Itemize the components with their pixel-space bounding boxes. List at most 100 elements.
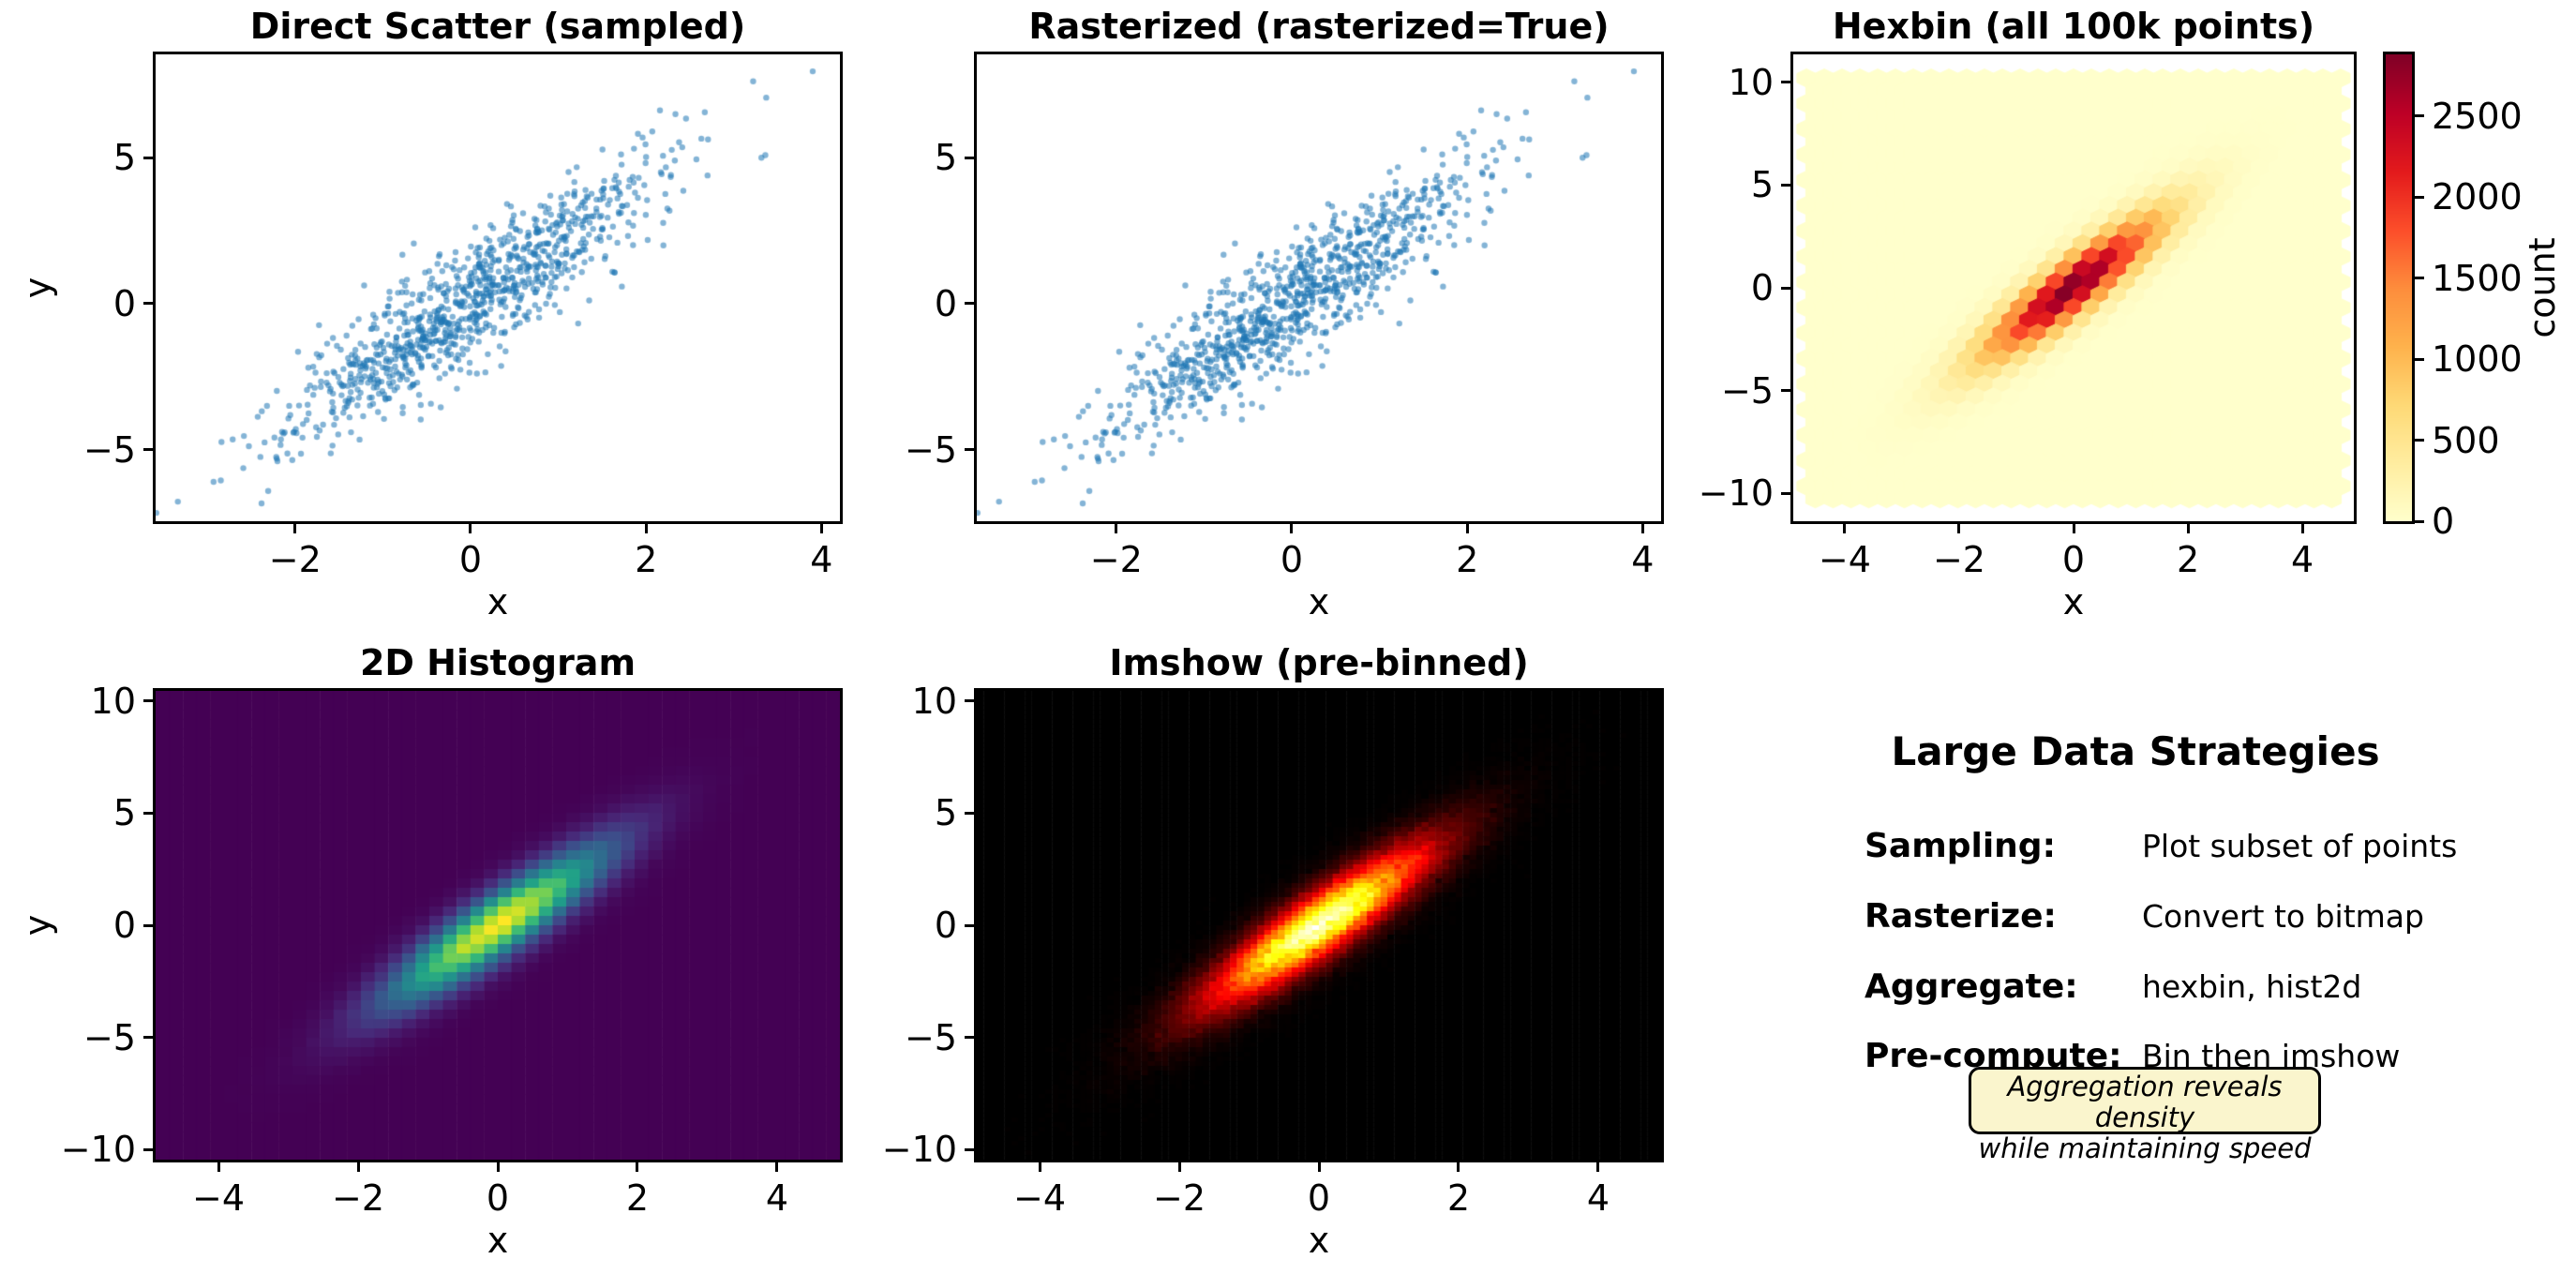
rasterized-scatter-xtick-mark [1115,524,1118,533]
hexbin-xlabel: x [2062,581,2085,622]
rasterized-scatter-xtick-mark [1290,524,1294,533]
imshow-ytick-label: 10 [911,680,957,722]
colorbar-tick-mark [2415,439,2424,442]
hexbin-ytick-mark [1781,183,1790,187]
colorbar-tick-label: 1500 [2432,257,2523,299]
hist2d-ytick-mark [143,811,153,815]
hist2d-xlabel: x [487,1220,509,1261]
strategy-value-sampling: Plot subset of points [2142,828,2458,864]
rasterized-scatter-canvas [977,54,1661,521]
strategy-label-aggregate: Aggregate: [1865,967,2078,1006]
imshow-xtick-mark [1596,1162,1600,1172]
hist2d-xtick-mark [636,1162,639,1172]
hexbin-ytick-label: 0 [1750,267,1774,308]
imshow-ytick-label: 5 [934,792,957,834]
strategies-panel-title: Large Data Strategies [1891,728,2380,774]
rasterized-scatter-title: Rasterized (rasterized=True) [1028,6,1610,47]
colorbar-tick-label: 2000 [2432,176,2523,218]
colorbar-tick-mark [2415,357,2424,361]
rasterized-scatter-ytick-label: −5 [904,428,957,471]
annotation-line-1: Aggregation reveals density [2007,1071,2283,1133]
hist2d-title: 2D Histogram [359,642,637,683]
hexbin-xtick-label: 0 [2061,539,2086,580]
hist2d-xtick-label: −2 [332,1177,385,1219]
colorbar-tick-mark [2415,114,2424,118]
strategy-value-rasterize: Convert to bitmap [2142,898,2424,935]
imshow-ytick-label: 0 [934,905,957,946]
imshow-xtick-label: −2 [1153,1177,1206,1219]
strategy-row-rasterize: Rasterize: Convert to bitmap [1865,894,2424,939]
imshow-canvas [977,691,1661,1160]
imshow-xtick-label: 2 [1446,1177,1471,1219]
hexbin-title: Hexbin (all 100k points) [1832,6,2315,47]
hexbin-xtick-mark [1957,524,1961,533]
direct-scatter-xtick-label: −2 [268,539,322,580]
hexbin-ytick-label: 5 [1750,164,1774,206]
rasterized-scatter-ytick-label: 0 [934,282,957,324]
imshow-axes [974,688,1664,1162]
imshow-ytick-mark [965,923,974,927]
rasterized-scatter-xtick-mark [1640,524,1644,533]
hist2d-xtick-label: −4 [192,1177,246,1219]
hist2d-xtick-label: 4 [765,1177,789,1219]
direct-scatter-ytick-label: 0 [112,282,136,324]
annotation-callout: Aggregation reveals density while mainta… [1969,1067,2321,1164]
direct-scatter-ytick-label: 5 [112,137,136,179]
hexbin-ytick-mark [1781,491,1790,495]
imshow-xlabel: x [1308,1220,1330,1261]
hexbin-ytick-mark [1781,286,1790,290]
hexbin-xtick-label: 2 [2176,539,2200,580]
hexbin-xtick-mark [2186,524,2190,533]
imshow-xtick-mark [1177,1162,1181,1172]
imshow-xtick-label: 4 [1586,1177,1610,1219]
colorbar-tick-label: 2500 [2432,95,2523,137]
imshow-xtick-mark [1457,1162,1460,1172]
colorbar-tick-mark [2415,195,2424,199]
direct-scatter-xtick-mark [819,524,823,533]
hist2d-ytick-label: −10 [60,1129,136,1171]
strategy-row-aggregate: Aggregate: hexbin, hist2d [1865,965,2361,1010]
imshow-xtick-label: 0 [1307,1177,1331,1219]
hexbin-ytick-mark [1781,81,1790,84]
hist2d-axes [153,688,843,1162]
direct-scatter-canvas [156,54,840,521]
hist2d-ytick-mark [143,1036,153,1040]
hist2d-xtick-mark [356,1162,360,1172]
imshow-xtick-mark [1038,1162,1041,1172]
direct-scatter-xtick-mark [644,524,648,533]
hist2d-xtick-mark [775,1162,779,1172]
hexbin-xtick-label: 4 [2290,539,2314,580]
hexbin-ytick-label: 10 [1728,61,1774,103]
hexbin-canvas [1793,54,2354,521]
colorbar-tick-mark [2415,277,2424,280]
imshow-ytick-label: −5 [904,1016,957,1058]
annotation-line-2: while maintaining speed [1978,1132,2312,1164]
colorbar-label: count [2522,237,2563,338]
imshow-ytick-label: −10 [881,1129,957,1171]
hist2d-ytick-mark [143,1147,153,1151]
hexbin-ytick-label: −10 [1698,472,1774,515]
hist2d-ytick-label: −5 [82,1016,136,1058]
hist2d-ytick-label: 0 [112,905,136,946]
imshow-ytick-mark [965,1147,974,1151]
strategy-label-rasterize: Rasterize: [1865,897,2057,936]
rasterized-scatter-xtick-label: 2 [1456,539,1479,580]
direct-scatter-ytick-mark [143,302,153,306]
rasterized-scatter-ytick-mark [965,302,974,306]
hist2d-xtick-label: 0 [486,1177,510,1219]
direct-scatter-xtick-mark [293,524,297,533]
colorbar-tick-mark [2415,519,2424,523]
direct-scatter-xtick-label: 4 [810,539,833,580]
direct-scatter-xtick-label: 2 [635,539,658,580]
hist2d-ytick-mark [143,923,153,927]
strategy-row-sampling: Sampling: Plot subset of points [1865,824,2457,869]
hist2d-ytick-label: 5 [112,792,136,834]
direct-scatter-xlabel: x [487,581,509,622]
rasterized-scatter-ytick-label: 5 [934,137,957,179]
imshow-ytick-mark [965,699,974,703]
colorbar-tick-label: 1000 [2432,338,2523,381]
colorbar-tick-label: 500 [2432,419,2500,461]
imshow-title: Imshow (pre-binned) [1109,642,1529,683]
hexbin-ytick-label: −5 [1720,369,1774,412]
rasterized-scatter-xlabel: x [1308,581,1330,622]
